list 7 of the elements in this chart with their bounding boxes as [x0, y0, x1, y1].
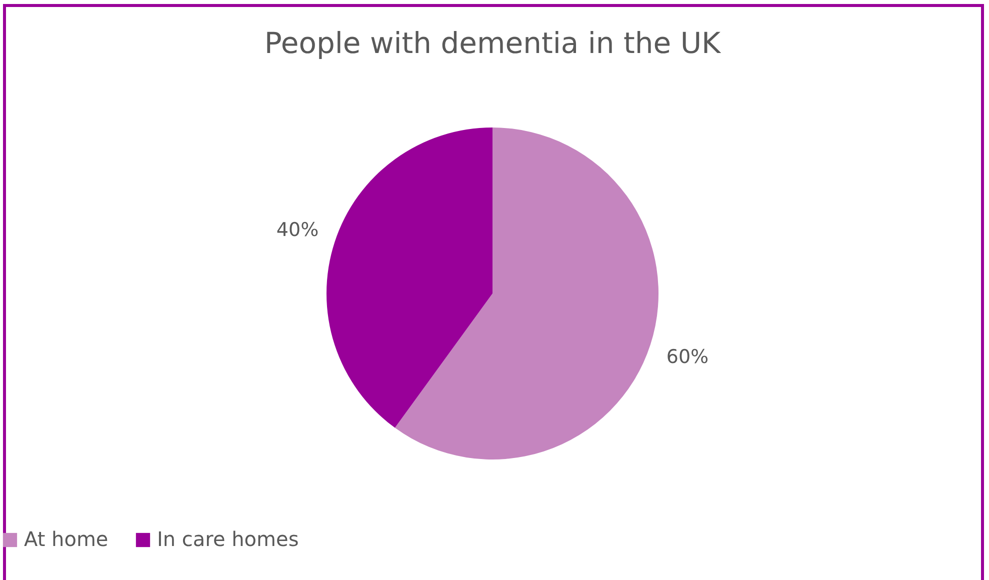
chart-title: People with dementia in the UK — [264, 26, 722, 60]
pie-slice — [394, 128, 658, 460]
data-label: 60% — [666, 346, 709, 368]
data-label: 40% — [276, 219, 319, 242]
legend-label: In care homes — [157, 527, 299, 551]
pie-slice — [326, 128, 492, 428]
legend-label: At home — [24, 527, 108, 551]
